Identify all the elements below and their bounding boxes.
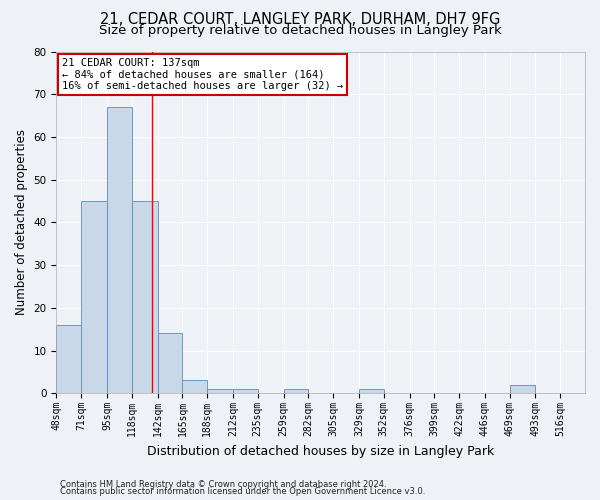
Bar: [107, 107, 132, 394]
Text: Contains public sector information licensed under the Open Government Licence v3: Contains public sector information licen…: [60, 488, 425, 496]
Text: Size of property relative to detached houses in Langley Park: Size of property relative to detached ho…: [98, 24, 502, 37]
Bar: [207, 389, 233, 394]
Bar: [284, 389, 308, 394]
Bar: [81, 201, 107, 394]
X-axis label: Distribution of detached houses by size in Langley Park: Distribution of detached houses by size …: [147, 444, 494, 458]
Bar: [359, 389, 383, 394]
Bar: [509, 384, 535, 394]
Bar: [233, 389, 258, 394]
Bar: [132, 201, 158, 394]
Text: Contains HM Land Registry data © Crown copyright and database right 2024.: Contains HM Land Registry data © Crown c…: [60, 480, 386, 489]
Text: 21 CEDAR COURT: 137sqm
← 84% of detached houses are smaller (164)
16% of semi-de: 21 CEDAR COURT: 137sqm ← 84% of detached…: [62, 58, 343, 91]
Y-axis label: Number of detached properties: Number of detached properties: [15, 130, 28, 316]
Bar: [182, 380, 207, 394]
Bar: [158, 334, 182, 394]
Text: 21, CEDAR COURT, LANGLEY PARK, DURHAM, DH7 9FG: 21, CEDAR COURT, LANGLEY PARK, DURHAM, D…: [100, 12, 500, 28]
Bar: [56, 325, 81, 394]
